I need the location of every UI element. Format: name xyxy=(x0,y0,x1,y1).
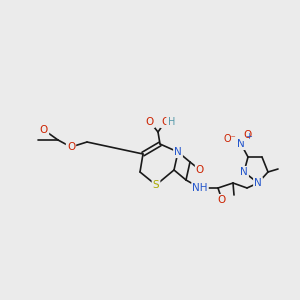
Text: S: S xyxy=(153,180,159,190)
Text: O: O xyxy=(146,117,154,127)
Text: N: N xyxy=(174,147,182,157)
Text: O: O xyxy=(67,142,75,152)
Text: O: O xyxy=(218,195,226,205)
Text: N: N xyxy=(254,178,262,188)
Text: N: N xyxy=(240,167,248,177)
Text: +: + xyxy=(245,132,252,141)
Text: O: O xyxy=(243,130,251,140)
Text: O: O xyxy=(161,117,169,127)
Text: H: H xyxy=(168,117,176,127)
Text: NH: NH xyxy=(192,183,208,193)
Text: H: H xyxy=(167,117,175,127)
Text: O: O xyxy=(40,125,48,135)
Text: O⁻: O⁻ xyxy=(224,134,236,144)
Text: O: O xyxy=(196,165,204,175)
Text: N: N xyxy=(237,139,245,149)
